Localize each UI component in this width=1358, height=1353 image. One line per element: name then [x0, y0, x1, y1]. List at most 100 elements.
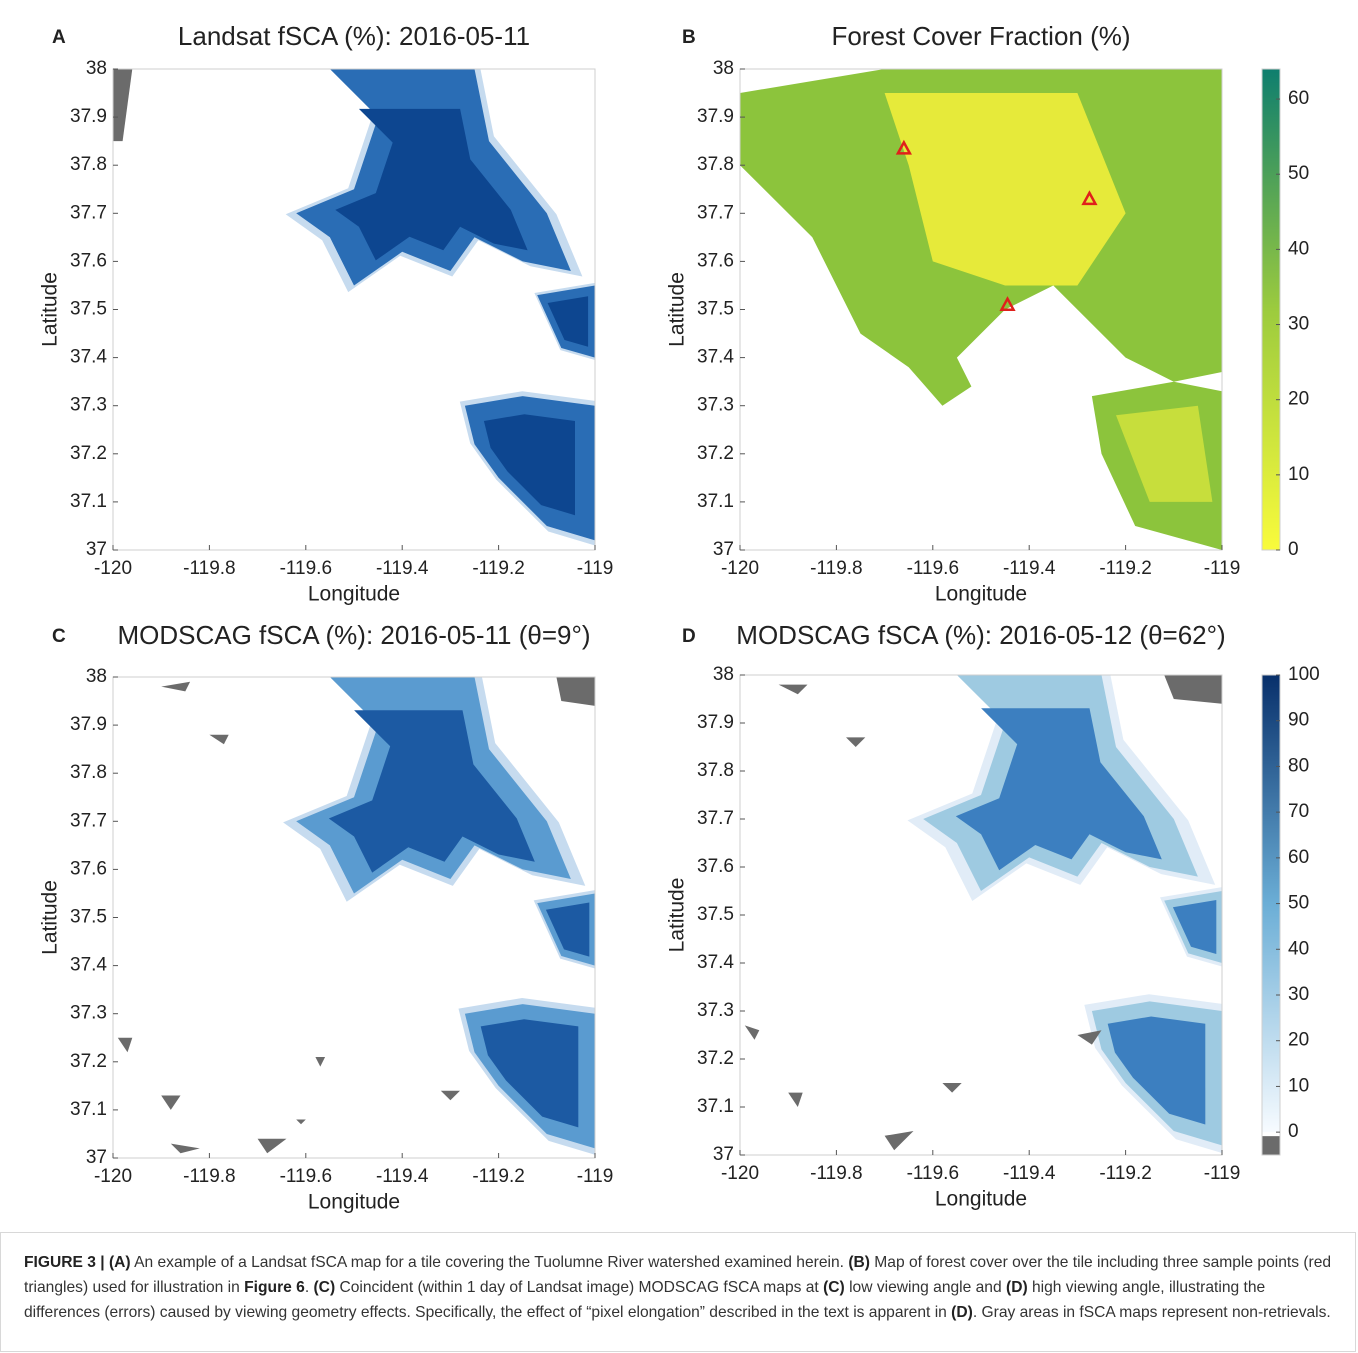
x-tick-label: -119.4 — [1003, 558, 1056, 579]
no-retrieval-area — [117, 1037, 133, 1053]
caption-text: (C) — [823, 1279, 845, 1296]
colorbar-tick-label: 30 — [1288, 314, 1309, 335]
caption-text: (B) — [848, 1254, 870, 1271]
colorbar-tick-label: 10 — [1288, 1075, 1309, 1096]
y-tick-label: 37.5 — [70, 907, 107, 928]
y-tick-label: 37.9 — [70, 714, 107, 735]
x-tick-label: -119.2 — [1099, 1163, 1151, 1184]
no-retrieval-area — [744, 1025, 760, 1040]
panel-letter: C — [52, 626, 66, 647]
colorbar-frame — [1261, 674, 1281, 1156]
sample-point — [1081, 190, 1098, 206]
colorbar-tick-label: 80 — [1288, 755, 1309, 776]
x-tick-label: -119.6 — [907, 1163, 959, 1184]
y-tick-label: 38 — [713, 664, 734, 685]
colorbar-tick-label: 10 — [1288, 464, 1309, 485]
colorbar-tick-label: 40 — [1288, 238, 1309, 259]
no-retrieval-area — [788, 1092, 803, 1107]
no-retrieval-area — [778, 684, 808, 695]
x-tick-label: -119.4 — [1003, 1163, 1056, 1184]
colorbar-frame — [1261, 68, 1281, 551]
y-tick-label: 37.7 — [697, 808, 734, 829]
y-tick-label: 37.4 — [697, 952, 734, 973]
y-tick-label: 38 — [86, 58, 107, 79]
map-panel: -120 -119.8 -119.6 -119.4 -119.2 -119 37 37.1 37… — [39, 620, 614, 1214]
x-tick-label: -120 — [721, 1163, 759, 1184]
caption-text: Map of forest cover over the tile includ… — [24, 1254, 1332, 1296]
x-tick-label: -119.8 — [810, 558, 862, 579]
no-retrieval-area — [942, 1083, 962, 1093]
colorbar-tick-label: 90 — [1288, 710, 1309, 731]
map-image — [740, 69, 1222, 550]
colorbar — [1262, 675, 1280, 1133]
no-retrieval-area — [296, 1119, 306, 1125]
caption-text: (D) — [1006, 1279, 1028, 1296]
panel-letter: D — [682, 626, 696, 647]
map-panel: -120 -119.8 -119.6 -119.4 -119.2 -119 37 37.1 37… — [39, 21, 614, 606]
caption-text: Figure 6 — [244, 1279, 305, 1296]
colorbar-tick-label: 0 — [1288, 539, 1299, 560]
panel-title: Landsat fSCA (%): 2016-05-11 — [178, 21, 530, 51]
caption-text: low viewing angle and — [844, 1279, 1006, 1296]
colorbar-tick-label: 60 — [1288, 847, 1309, 868]
x-axis-label: Longitude — [935, 1188, 1027, 1211]
y-axis-label: Latitude — [666, 272, 689, 347]
x-tick-label: -119.8 — [810, 1163, 862, 1184]
snow-area — [955, 708, 1162, 871]
y-tick-label: 37.6 — [70, 250, 107, 271]
x-axis-label: Longitude — [935, 583, 1027, 606]
y-tick-label: 38 — [86, 666, 107, 687]
y-axis-label: Latitude — [39, 880, 62, 955]
y-tick-label: 37.5 — [697, 904, 734, 925]
x-axis-label: Longitude — [308, 1191, 400, 1214]
no-retrieval-area — [161, 681, 191, 692]
snow-area — [1107, 1016, 1206, 1125]
y-tick-label: 37.1 — [70, 1099, 107, 1120]
y-tick-label: 37.4 — [70, 347, 107, 368]
snow-area — [483, 414, 575, 516]
x-tick-label: -119 — [1204, 1163, 1241, 1184]
x-tick-label: -119.4 — [376, 558, 429, 579]
colorbar-tick-label: 50 — [1288, 163, 1309, 184]
colorbar-tick-label: 0 — [1288, 1121, 1299, 1142]
y-tick-label: 37.6 — [70, 858, 107, 879]
y-tick-label: 37.9 — [70, 106, 107, 127]
x-tick-label: -119.6 — [280, 1166, 332, 1187]
y-tick-label: 37.9 — [697, 712, 734, 733]
x-tick-label: -119 — [577, 1166, 614, 1187]
no-retrieval-area — [440, 1090, 460, 1101]
x-tick-label: -120 — [94, 558, 132, 579]
y-tick-label: 37.8 — [697, 154, 734, 175]
panel-letter: B — [682, 27, 696, 48]
no-retrieval-area — [209, 734, 229, 745]
y-tick-label: 37.1 — [697, 491, 734, 512]
x-tick-label: -120 — [721, 558, 759, 579]
colorbar — [1262, 69, 1280, 550]
y-tick-label: 37 — [713, 539, 734, 560]
y-tick-label: 37.7 — [70, 202, 107, 223]
y-tick-label: 37.6 — [697, 250, 734, 271]
y-tick-label: 37.7 — [697, 202, 734, 223]
y-tick-label: 37.5 — [70, 299, 107, 320]
colorbar-tick-label: 20 — [1288, 1030, 1309, 1051]
no-retrieval-area — [556, 677, 595, 706]
sample-point — [895, 139, 912, 155]
y-tick-label: 37.1 — [697, 1096, 734, 1117]
snow-area — [480, 1019, 579, 1128]
y-tick-label: 37.1 — [70, 491, 107, 512]
y-tick-label: 37.3 — [70, 1003, 107, 1024]
colorbar-tick-label: 30 — [1288, 984, 1309, 1005]
colorbar-tick-label: 20 — [1288, 389, 1309, 410]
colorbar-tick-label: 70 — [1288, 801, 1309, 822]
caption-text: (D) — [951, 1304, 973, 1321]
panel-title: MODSCAG fSCA (%): 2016-05-12 (θ=62°) — [736, 620, 1225, 650]
y-tick-label: 37.4 — [70, 955, 107, 976]
y-tick-label: 37.7 — [70, 810, 107, 831]
y-tick-label: 37.2 — [70, 443, 107, 464]
no-retrieval-area — [846, 737, 866, 747]
caption-box — [0, 1232, 1356, 1352]
y-tick-label: 37.6 — [697, 856, 734, 877]
no-retrieval-area — [113, 69, 133, 142]
y-tick-label: 37.3 — [697, 1000, 734, 1021]
